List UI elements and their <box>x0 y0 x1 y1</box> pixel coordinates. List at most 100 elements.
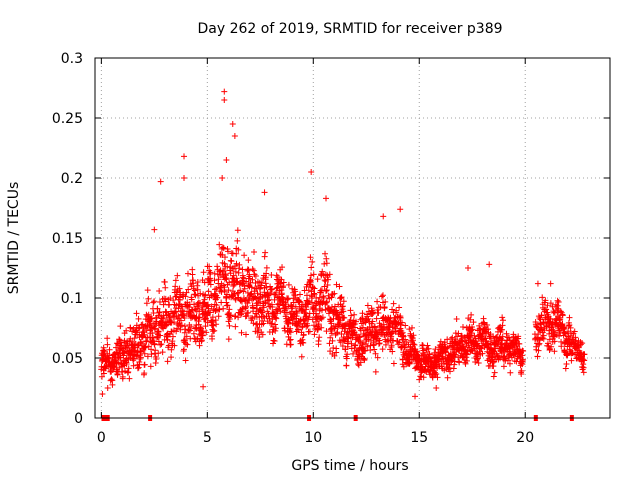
data-point <box>310 271 317 278</box>
data-point <box>180 346 187 353</box>
data-point <box>347 307 354 314</box>
data-point <box>425 345 432 352</box>
data-point <box>385 326 392 333</box>
data-point <box>260 320 267 327</box>
data-point <box>447 368 454 375</box>
data-point <box>241 252 248 259</box>
data-point <box>138 321 145 328</box>
data-point <box>293 322 300 329</box>
data-point <box>534 280 541 287</box>
data-point <box>380 327 387 334</box>
data-point <box>230 283 237 290</box>
data-point <box>189 271 196 278</box>
data-point <box>322 250 329 257</box>
data-point <box>371 346 378 353</box>
y-tick-label: 0.05 <box>52 351 83 367</box>
data-point <box>98 373 105 380</box>
data-point <box>551 338 558 345</box>
data-point <box>321 260 328 267</box>
data-point <box>340 308 347 315</box>
data-point <box>433 371 440 378</box>
x-tick-label: 10 <box>304 430 322 446</box>
data-point <box>235 246 242 253</box>
data-point <box>236 261 243 268</box>
data-point <box>440 355 447 362</box>
data-point <box>361 357 368 364</box>
data-point <box>207 269 214 276</box>
data-point <box>361 333 368 340</box>
data-point <box>127 348 134 355</box>
data-point <box>292 303 299 310</box>
data-point <box>152 347 159 354</box>
data-point <box>200 299 207 306</box>
data-point <box>287 341 294 348</box>
data-point <box>451 351 458 358</box>
data-point <box>126 375 133 382</box>
data-point <box>215 276 222 283</box>
data-point <box>200 269 207 276</box>
data-point <box>580 369 587 376</box>
data-point <box>503 330 510 337</box>
data-point <box>232 323 239 330</box>
data-point <box>568 357 575 364</box>
data-point <box>397 314 404 321</box>
data-point <box>334 329 341 336</box>
data-point <box>389 306 396 313</box>
data-point <box>229 121 236 127</box>
data-point <box>279 264 286 271</box>
data-point <box>226 322 233 329</box>
data-point <box>393 309 400 316</box>
data-point <box>371 323 378 330</box>
data-point <box>106 346 113 353</box>
data-point <box>155 350 162 357</box>
data-point <box>239 306 246 313</box>
data-point <box>168 354 175 361</box>
data-point <box>478 345 485 352</box>
data-point <box>321 283 328 290</box>
data-point <box>304 322 311 329</box>
data-point <box>269 286 276 293</box>
data-point <box>230 265 237 272</box>
data-point <box>566 321 573 328</box>
data-point <box>323 255 330 262</box>
data-point <box>499 333 506 340</box>
data-point <box>410 332 417 339</box>
data-point <box>339 303 346 310</box>
data-point <box>212 308 219 315</box>
data-point <box>148 351 155 358</box>
data-point <box>141 370 148 377</box>
data-point <box>204 312 211 319</box>
data-point <box>319 268 326 275</box>
data-point <box>484 321 491 328</box>
data-point <box>364 343 371 350</box>
data-point <box>187 327 194 334</box>
data-point <box>352 318 359 325</box>
data-point <box>451 361 458 368</box>
data-point <box>257 298 264 305</box>
data-point <box>279 302 286 309</box>
data-point <box>135 342 142 349</box>
data-point <box>348 312 355 319</box>
data-point <box>551 348 558 355</box>
data-point <box>469 326 476 333</box>
data-point <box>259 317 266 324</box>
data-point <box>272 314 279 321</box>
data-point <box>151 341 158 348</box>
data-point <box>556 316 563 323</box>
data-point <box>232 313 239 320</box>
data-point <box>221 97 228 103</box>
data-point <box>125 369 132 376</box>
data-point <box>160 301 167 308</box>
data-point <box>106 352 113 359</box>
data-point <box>280 279 287 286</box>
data-point <box>236 281 243 288</box>
data-point <box>151 226 158 233</box>
data-point <box>467 316 474 323</box>
data-point <box>263 264 270 271</box>
data-point <box>269 304 276 311</box>
data-point <box>500 317 507 324</box>
data-point <box>160 325 167 332</box>
data-point <box>224 248 231 255</box>
data-point <box>214 294 221 301</box>
data-point <box>220 245 227 252</box>
